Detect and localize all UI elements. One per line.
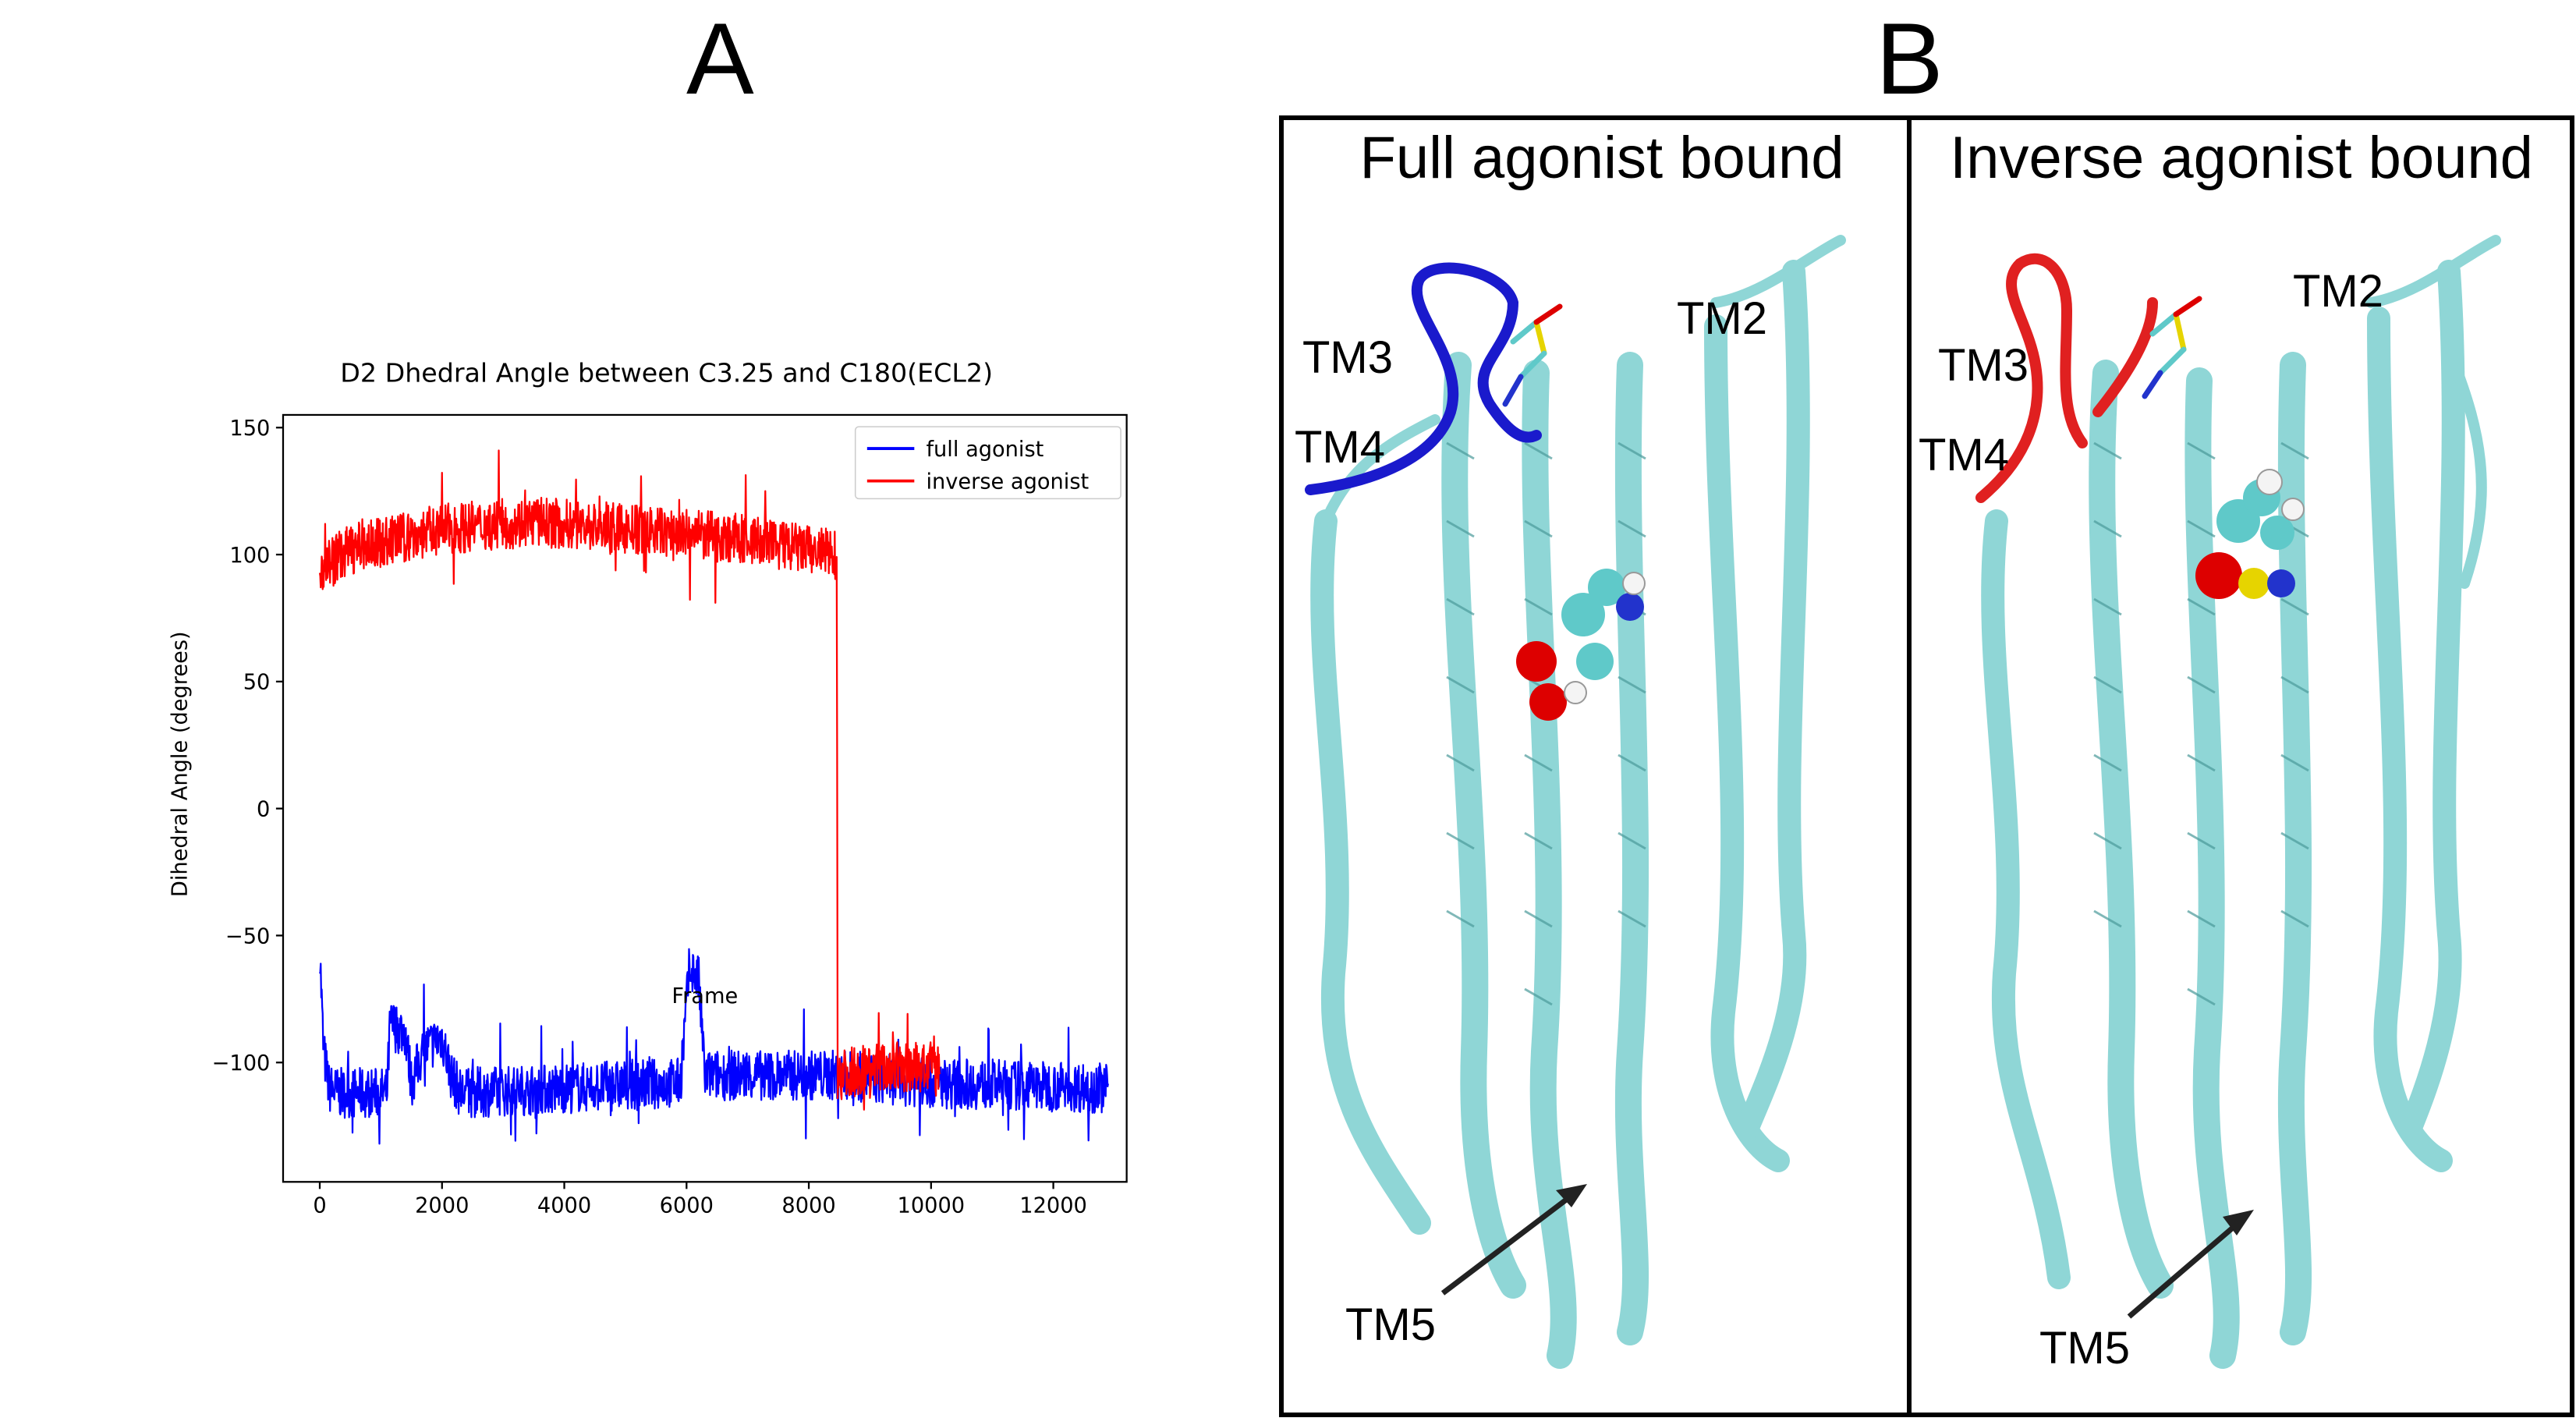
- tm4-label-right: TM4: [1919, 430, 2009, 480]
- full-agonist-title: Full agonist bound: [1359, 125, 1844, 191]
- legend: full agonist inverse agonist: [854, 426, 1121, 500]
- plot-frame: [282, 413, 1128, 1183]
- y-axis-ticks: 150 100 50 0 −50 −100: [212, 417, 283, 1076]
- x-axis-label: Frame: [671, 984, 738, 1008]
- tm5-label-left: TM5: [1345, 1299, 1436, 1350]
- ligand-inverse-agonist: [2195, 469, 2305, 599]
- tm5-label-right: TM5: [2039, 1323, 2130, 1374]
- panel-a-label: A: [686, 2, 754, 115]
- dihedral-angle-chart: D2 Dhedral Angle between C3.25 and C180(…: [168, 358, 1128, 1218]
- tm5-arrowhead-right: [2223, 1210, 2254, 1235]
- inverse-agonist-structure: TM3 TM4 TM2 TM5: [1919, 235, 2501, 1374]
- y-tick-label: 100: [229, 544, 270, 568]
- tm3-label-left: TM3: [1302, 332, 1393, 383]
- full-agonist-structure: TM3 TM4 TM2 TM5: [1295, 235, 1846, 1369]
- tm2-label-left: TM2: [1677, 293, 1767, 344]
- chart-title: D2 Dhedral Angle between C3.25 and C180(…: [340, 358, 993, 388]
- tm4-label-left: TM4: [1295, 422, 1385, 473]
- panel-b-frame: [1279, 115, 2574, 1417]
- helix-ridges-left: [1446, 441, 1646, 1006]
- legend-label-full-agonist: full agonist: [926, 438, 1044, 462]
- x-tick-label: 6000: [660, 1194, 714, 1218]
- x-axis-ticks: 0 2000 4000 6000 8000 10000 12000: [313, 1182, 1087, 1218]
- series-line-inverse-agonist: [318, 449, 941, 1111]
- residue-sticks-right: [2142, 296, 2202, 399]
- ligand-full-agonist: [1516, 569, 1646, 721]
- inverse-agonist-title: Inverse agonist bound: [1950, 125, 2533, 191]
- helix-bundle-right: [1981, 235, 2501, 1369]
- x-tick-label: 4000: [537, 1194, 591, 1218]
- y-axis-label: Dihedral Angle (degrees): [168, 631, 193, 897]
- residue-sticks-left: [1502, 303, 1563, 407]
- y-tick-label: 150: [229, 417, 270, 441]
- tm5-arrowhead-left: [1556, 1184, 1587, 1207]
- y-tick-label: −100: [212, 1051, 271, 1076]
- tm3-label-right: TM3: [1938, 340, 2029, 391]
- x-tick-label: 12000: [1019, 1194, 1087, 1218]
- tm5-arrow-right: [2127, 1221, 2241, 1319]
- x-tick-label: 0: [313, 1194, 326, 1218]
- tm2-label-right: TM2: [2293, 266, 2383, 317]
- y-tick-label: −50: [225, 924, 270, 948]
- helix-bundle-left: [1310, 235, 1846, 1369]
- x-tick-label: 10000: [898, 1194, 966, 1218]
- y-tick-label: 50: [243, 671, 271, 695]
- plot-lines: [318, 449, 1109, 1145]
- tm5-arrow-left: [1440, 1193, 1574, 1296]
- ecl2-loop-inverse-agonist: [1975, 253, 2158, 503]
- legend-label-inverse-agonist: inverse agonist: [926, 470, 1089, 494]
- panel-b-label: B: [1876, 2, 1944, 115]
- receptor-structure-panel: Full agonist bound Inverse agonist bound: [1279, 115, 2574, 1417]
- ecl2-loop-full-agonist: [1305, 262, 1542, 495]
- x-tick-label: 2000: [415, 1194, 469, 1218]
- series-line-full-agonist: [318, 948, 1109, 1145]
- legend-box: [854, 426, 1121, 500]
- helix-ridges-right: [2093, 441, 2309, 1006]
- y-tick-label: 0: [257, 797, 270, 821]
- x-tick-label: 8000: [781, 1194, 835, 1218]
